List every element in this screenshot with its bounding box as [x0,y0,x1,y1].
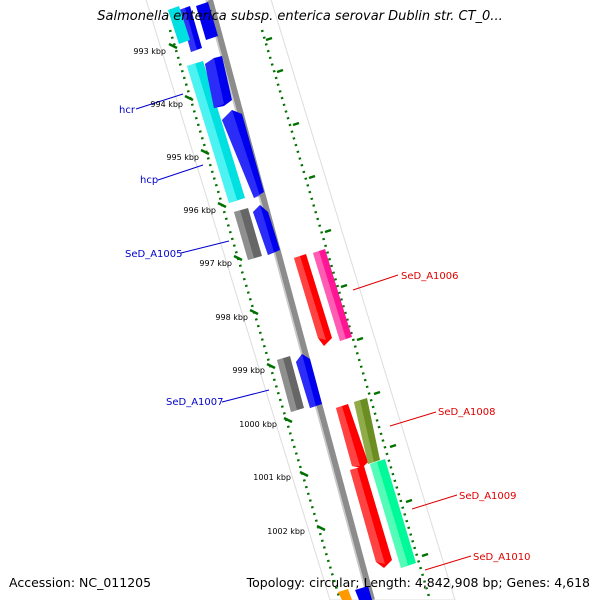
feature-sed-a1007[interactable] [277,356,304,412]
gene-label-sed-a1006[interactable]: SeD_A1006 [401,271,459,282]
gene-label-hcp[interactable]: hcp [140,175,158,186]
feature-sed-a1008[interactable] [354,398,380,464]
feature-cds-blue-1[interactable] [205,56,232,108]
genome-summary-text: Topology: circular; Length: 4,842,908 bp… [246,575,590,590]
feature-sed-a1009[interactable] [370,459,416,568]
gene-label-sed-a1007[interactable]: SeD_A1007 [166,397,224,408]
feature-sed-a1006-red[interactable] [294,254,332,346]
gene-label-sed-a1010[interactable]: SeD_A1010 [473,552,531,563]
left-tick-marks [168,42,326,532]
feature-cds-top-1[interactable] [179,6,202,52]
gene-label-hcr[interactable]: hcr [119,105,136,116]
left-dotted-guide [168,29,342,600]
feature-cds-blue-4[interactable] [296,354,322,408]
feature-cds-top-2[interactable] [196,2,218,40]
map-content: 993 kbp 994 kbp 995 kbp 996 kbp 997 kbp … [119,0,531,600]
feature-red-cds-1[interactable] [336,404,368,468]
tick-label: 1002 kbp [267,527,305,536]
tick-label: 993 kbp [133,47,166,56]
genome-backbone [207,0,375,600]
tick-label: 998 kbp [215,313,248,322]
tick-label: 1000 kbp [239,420,277,429]
feature-bottom-blue[interactable] [355,586,372,600]
feature-hcr-top[interactable] [168,6,190,44]
gene-label-sed-a1009[interactable]: SeD_A1009 [459,491,517,502]
tick-label: 994 kbp [150,100,183,109]
tick-label: 999 kbp [232,366,265,375]
map-title: Salmonella enterica subsp. enterica sero… [97,9,503,24]
feature-red-cds-2[interactable] [350,466,392,568]
gene-label-sed-a1005[interactable]: SeD_A1005 [125,249,183,260]
gene-label-sed-a1008[interactable]: SeD_A1008 [438,407,496,418]
backbone-highlight [205,0,369,600]
right-dotted-guide [260,29,432,600]
feature-sed-a1006[interactable] [313,249,352,341]
tick-label: 997 kbp [199,259,232,268]
callout-lines [135,93,472,571]
feature-hcr[interactable] [187,61,245,203]
feature-cds-blue-3[interactable] [253,205,280,255]
feature-cds-blue-2[interactable] [222,110,264,198]
tick-label: 1001 kbp [253,473,291,482]
accession-text: Accession: NC_011205 [9,575,152,590]
tick-label: 995 kbp [166,153,199,162]
feature-bottom-orange[interactable] [338,589,352,600]
right-tick-marks [265,36,429,558]
feature-sed-a1005[interactable] [234,208,262,260]
tick-label: 996 kbp [183,206,216,215]
map-band [145,0,456,600]
